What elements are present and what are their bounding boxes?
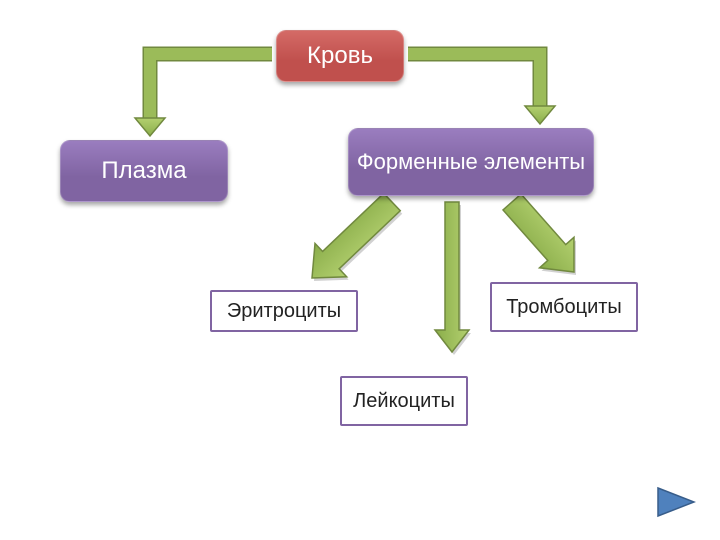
node-eryth-label: Эритроциты <box>227 300 341 322</box>
node-plasma-label: Плазма <box>101 158 186 184</box>
node-formed-label: Форменные элементы <box>357 150 585 174</box>
node-blood-label: Кровь <box>307 43 373 69</box>
node-plasma: Плазма <box>60 140 228 202</box>
node-leukocytes: Лейкоциты <box>340 376 468 426</box>
node-leuk-label: Лейкоциты <box>353 390 455 412</box>
node-blood: Кровь <box>276 30 404 82</box>
diagram-canvas: Кровь Плазма Форменные элементы Эритроци… <box>0 0 720 540</box>
node-thromb-label: Тромбоциты <box>506 296 622 318</box>
node-thrombocytes: Тромбоциты <box>490 282 638 332</box>
node-erythrocytes: Эритроциты <box>210 290 358 332</box>
forward-icon[interactable] <box>656 486 696 518</box>
node-formed-elements: Форменные элементы <box>348 128 594 196</box>
